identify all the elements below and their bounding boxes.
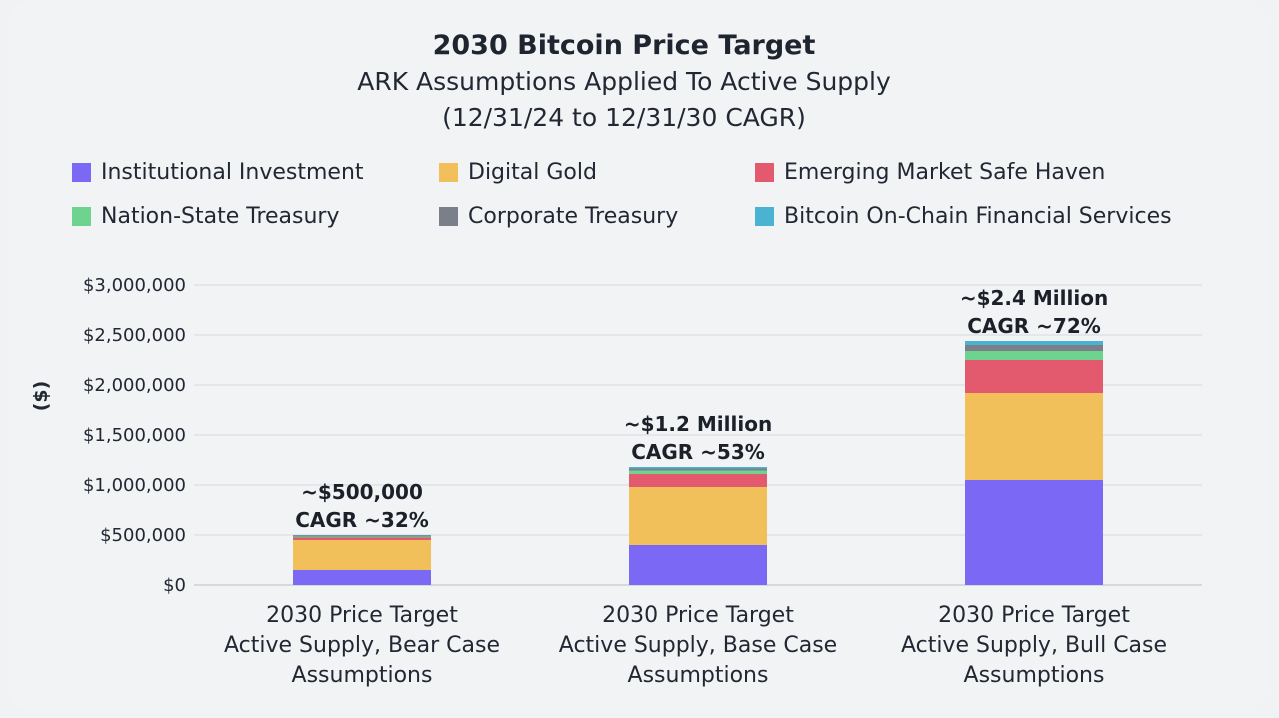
x-category-label: Active Supply, Base Case [559,633,837,658]
bar-total-label: ~$1.2 Million [624,412,772,436]
bar-segment-corporate-treasury [629,468,767,471]
legend-item-institutional-investment: Institutional Investment [72,160,364,185]
bar-segment-corporate-treasury [965,345,1103,351]
y-tick-label: $500,000 [100,525,186,546]
bar-segment-digital-gold [293,540,431,570]
legend-item-digital-gold: Digital Gold [439,160,597,185]
legend-label: Digital Gold [468,160,597,185]
x-category-label: 2030 Price Target [266,603,458,628]
x-category-label: 2030 Price Target [938,603,1130,628]
legend-label: Corporate Treasury [468,204,679,229]
legend-item-nation-state-treasury: Nation-State Treasury [72,204,340,229]
x-category-label: 2030 Price Target [602,603,794,628]
x-category-label: Assumptions [628,663,769,688]
x-category-label: Active Supply, Bear Case [224,633,500,658]
legend-swatch [72,163,91,182]
x-category-label: Active Supply, Bull Case [901,633,1167,658]
y-tick-label: $0 [163,575,186,596]
bar-segment-nation-state-treasury [293,536,431,538]
bar-segment-nation-state-treasury [965,351,1103,360]
y-tick-label: $1,000,000 [83,475,186,496]
legend-swatch [439,207,458,226]
legend-swatch [439,163,458,182]
chart-subtitle-line-1: ARK Assumptions Applied To Active Supply [357,67,891,96]
bar-segment-bitcoin-on-chain-financial-services [629,467,767,469]
bar-segment-digital-gold [965,393,1103,480]
x-category-label: Assumptions [292,663,433,688]
x-category-label: Assumptions [964,663,1105,688]
legend-label: Emerging Market Safe Haven [784,160,1106,185]
bar-segment-digital-gold [629,487,767,545]
bar-segment-corporate-treasury [293,535,431,537]
legend-item-emerging-market-safe-haven: Emerging Market Safe Haven [755,160,1105,185]
chart-title: 2030 Bitcoin Price Target [432,30,816,61]
bar-total-label: ~$2.4 Million [960,286,1108,310]
bar-segment-nation-state-treasury [629,470,767,474]
legend-item-bitcoin-on-chain-financial-services: Bitcoin On-Chain Financial Services [755,204,1172,229]
legend-label: Bitcoin On-Chain Financial Services [784,204,1172,229]
chart-titles: 2030 Bitcoin Price Target ARK Assumption… [0,28,1248,136]
bar-segment-bitcoin-on-chain-financial-services [293,535,431,536]
bar-segment-bitcoin-on-chain-financial-services [965,341,1103,345]
bar-segment-emerging-market-safe-haven [629,474,767,487]
bar-segment-institutional-investment [293,570,431,585]
chart-subtitle-line-2: (12/31/24 to 12/31/30 CAGR) [442,103,806,132]
bar-total-label: ~$500,000 [301,480,423,504]
legend-label: Nation-State Treasury [101,204,340,229]
legend-label: Institutional Investment [101,160,364,185]
legend-swatch [755,163,774,182]
bar-total-label: CAGR ~53% [631,440,765,464]
y-tick-label: $2,000,000 [83,375,186,396]
bar-segment-institutional-investment [629,545,767,585]
bar-segment-emerging-market-safe-haven [965,360,1103,393]
bar-segment-emerging-market-safe-haven [293,537,431,540]
y-tick-label: $1,500,000 [83,425,186,446]
bar-total-label: CAGR ~32% [295,508,429,532]
legend-swatch [755,207,774,226]
y-tick-label: $2,500,000 [83,325,186,346]
legend-item-corporate-treasury: Corporate Treasury [439,204,678,229]
y-tick-label: $3,000,000 [83,275,186,296]
bar-segment-institutional-investment [965,480,1103,585]
legend-swatch [72,207,91,226]
bar-total-label: CAGR ~72% [967,314,1101,338]
